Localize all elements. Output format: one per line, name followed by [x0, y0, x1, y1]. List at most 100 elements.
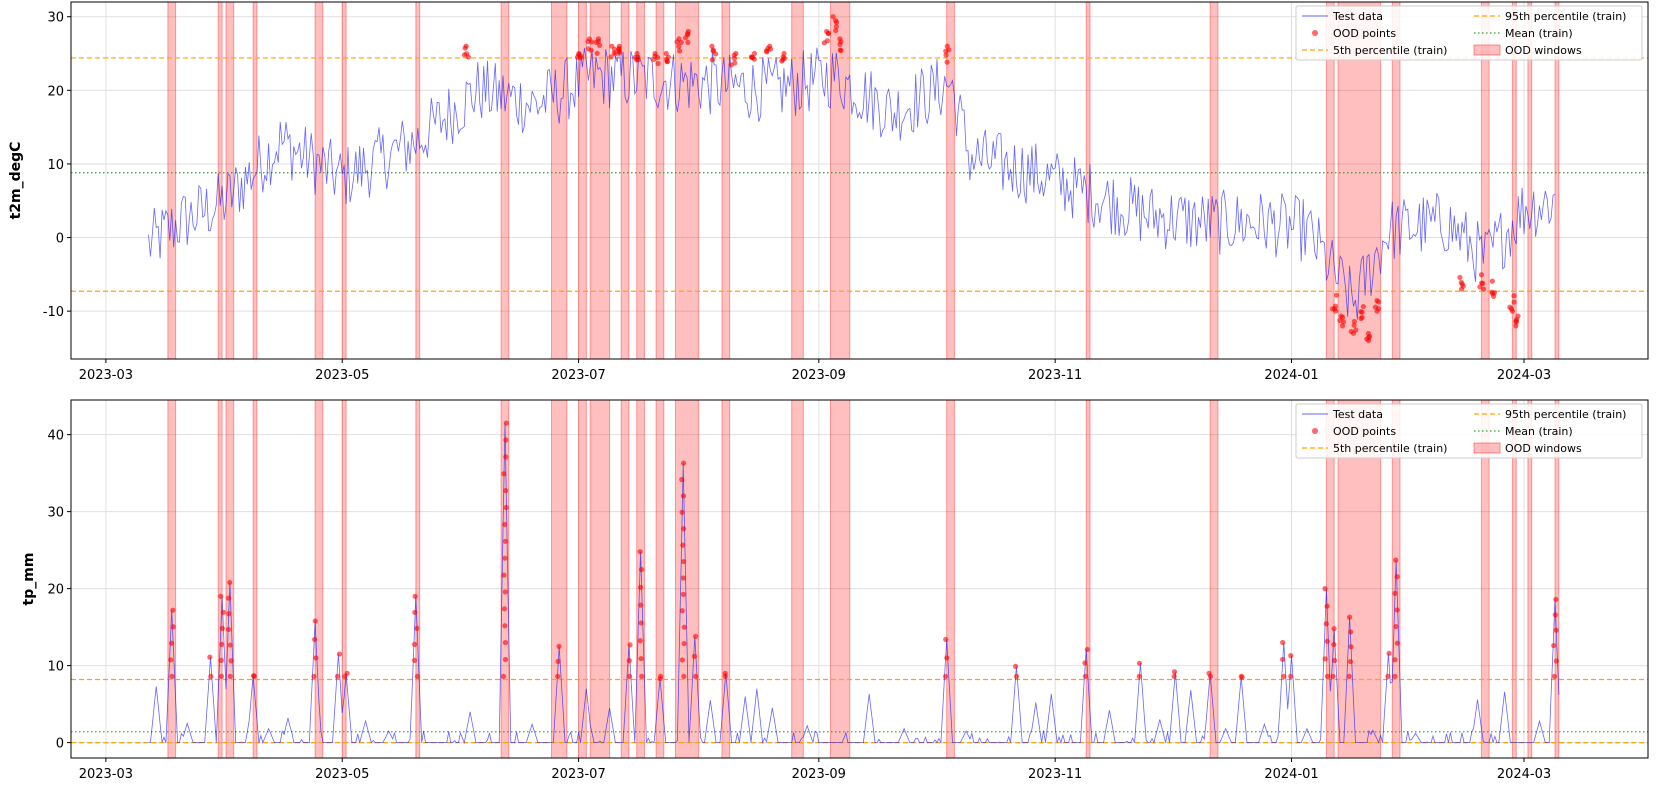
ood-point — [218, 593, 224, 599]
ood-point — [585, 46, 591, 52]
x-tick-label: 2023-07 — [551, 767, 605, 782]
ood-point — [1082, 673, 1089, 679]
ood-point — [635, 57, 641, 63]
y-tick-label: 20 — [47, 84, 64, 99]
ood-point — [555, 673, 561, 679]
ood-point — [731, 55, 737, 61]
ood-point — [679, 608, 685, 614]
ood-point — [1330, 673, 1336, 679]
ood-point — [502, 640, 509, 646]
ood-window-band — [252, 399, 258, 759]
y-tick-label: 0 — [56, 232, 64, 247]
ood-window-band — [225, 399, 235, 759]
ood-point — [1457, 274, 1463, 281]
ood-point — [1386, 650, 1392, 656]
ood-point — [502, 488, 509, 494]
ood-point — [626, 673, 633, 679]
x-tick-label: 2024-01 — [1264, 767, 1318, 782]
ood-window-band — [341, 399, 347, 759]
ood-point — [1479, 280, 1485, 286]
ood-window-band — [1209, 399, 1219, 759]
ood-point — [412, 657, 418, 663]
x-tick-label: 2023-09 — [792, 368, 846, 383]
ood-point — [414, 673, 420, 679]
ood-point — [1552, 612, 1558, 618]
ood-point — [779, 58, 785, 64]
ood-point — [412, 609, 418, 615]
ood-point — [465, 54, 472, 60]
ood-point — [1351, 322, 1357, 328]
ood-point — [680, 493, 687, 499]
legend-frame — [1295, 5, 1643, 61]
ood-point — [594, 50, 600, 56]
ood-point — [1322, 586, 1328, 592]
legend-label-mean: Mean (train) — [1505, 27, 1573, 40]
x-axis-ticks: 2023-03 2023-05 2023-07 2023-09 2023-11 2024-… — [79, 758, 1551, 782]
ood-point — [334, 673, 341, 679]
ood-point — [597, 42, 603, 48]
ood-point — [1551, 673, 1558, 679]
x-tick-label: 2023-05 — [315, 368, 369, 383]
ood-point — [616, 48, 622, 54]
ood-point — [638, 602, 644, 608]
ood-point — [207, 654, 213, 660]
ood-window-band — [217, 399, 223, 759]
ood-point — [1553, 627, 1559, 633]
ood-point — [502, 538, 509, 544]
ood-point — [577, 55, 584, 61]
legend-label-p5: 5th percentile (train) — [1333, 44, 1447, 57]
x-tick-label: 2023-03 — [79, 767, 133, 782]
ood-point — [502, 589, 508, 595]
ood-point — [1331, 626, 1337, 632]
ood-point — [682, 35, 689, 41]
ood-point — [638, 655, 644, 662]
ood-point — [637, 638, 643, 644]
ood-point — [1458, 279, 1464, 285]
ood-point — [824, 38, 830, 44]
ood-window-band — [415, 1, 421, 360]
ood-point — [685, 39, 691, 46]
ood-window-band — [314, 1, 324, 360]
ood-point — [1082, 660, 1088, 666]
ood-point — [680, 460, 687, 466]
plot-frame — [70, 1, 1649, 360]
ood-point — [637, 584, 644, 590]
ood-window-band — [1209, 1, 1219, 360]
legend-label-p95: 95th percentile (train) — [1505, 10, 1626, 23]
ood-point — [728, 62, 734, 68]
ood-point — [1511, 293, 1517, 299]
ood-point — [1280, 639, 1286, 646]
ood-window-band — [578, 399, 587, 759]
ood-point — [1515, 313, 1521, 319]
ood-point — [555, 658, 561, 664]
ood-point — [1348, 629, 1354, 635]
ood-point — [503, 454, 509, 460]
ood-point — [681, 624, 687, 630]
ood-point — [227, 673, 233, 679]
legend-label-test-data: Test data — [1332, 408, 1383, 421]
ood-point — [663, 56, 670, 63]
ood-point — [251, 673, 257, 679]
ood-point — [1323, 621, 1329, 627]
ood-point — [709, 43, 715, 49]
ood-point — [1393, 557, 1399, 563]
test-data-line — [148, 47, 1556, 320]
legend-label-ood-windows: OOD windows — [1505, 44, 1582, 57]
ood-point — [1513, 318, 1519, 324]
legend-label-ood-windows: OOD windows — [1505, 442, 1582, 455]
ood-point — [1351, 318, 1357, 325]
ood-point — [943, 52, 949, 58]
legend-frame — [1295, 403, 1643, 459]
ood-point — [1332, 303, 1339, 309]
x-tick-label: 2024-01 — [1264, 368, 1318, 383]
y-tick-label: 30 — [47, 506, 64, 521]
ood-point — [677, 48, 683, 54]
ood-point — [1322, 656, 1328, 662]
ood-point — [693, 673, 699, 679]
ood-window-band — [636, 399, 645, 759]
y-tick-label: -10 — [43, 305, 64, 320]
ood-point — [1394, 574, 1400, 580]
ood-point — [462, 45, 468, 51]
ood-point — [678, 39, 684, 46]
ood-point — [764, 49, 770, 55]
